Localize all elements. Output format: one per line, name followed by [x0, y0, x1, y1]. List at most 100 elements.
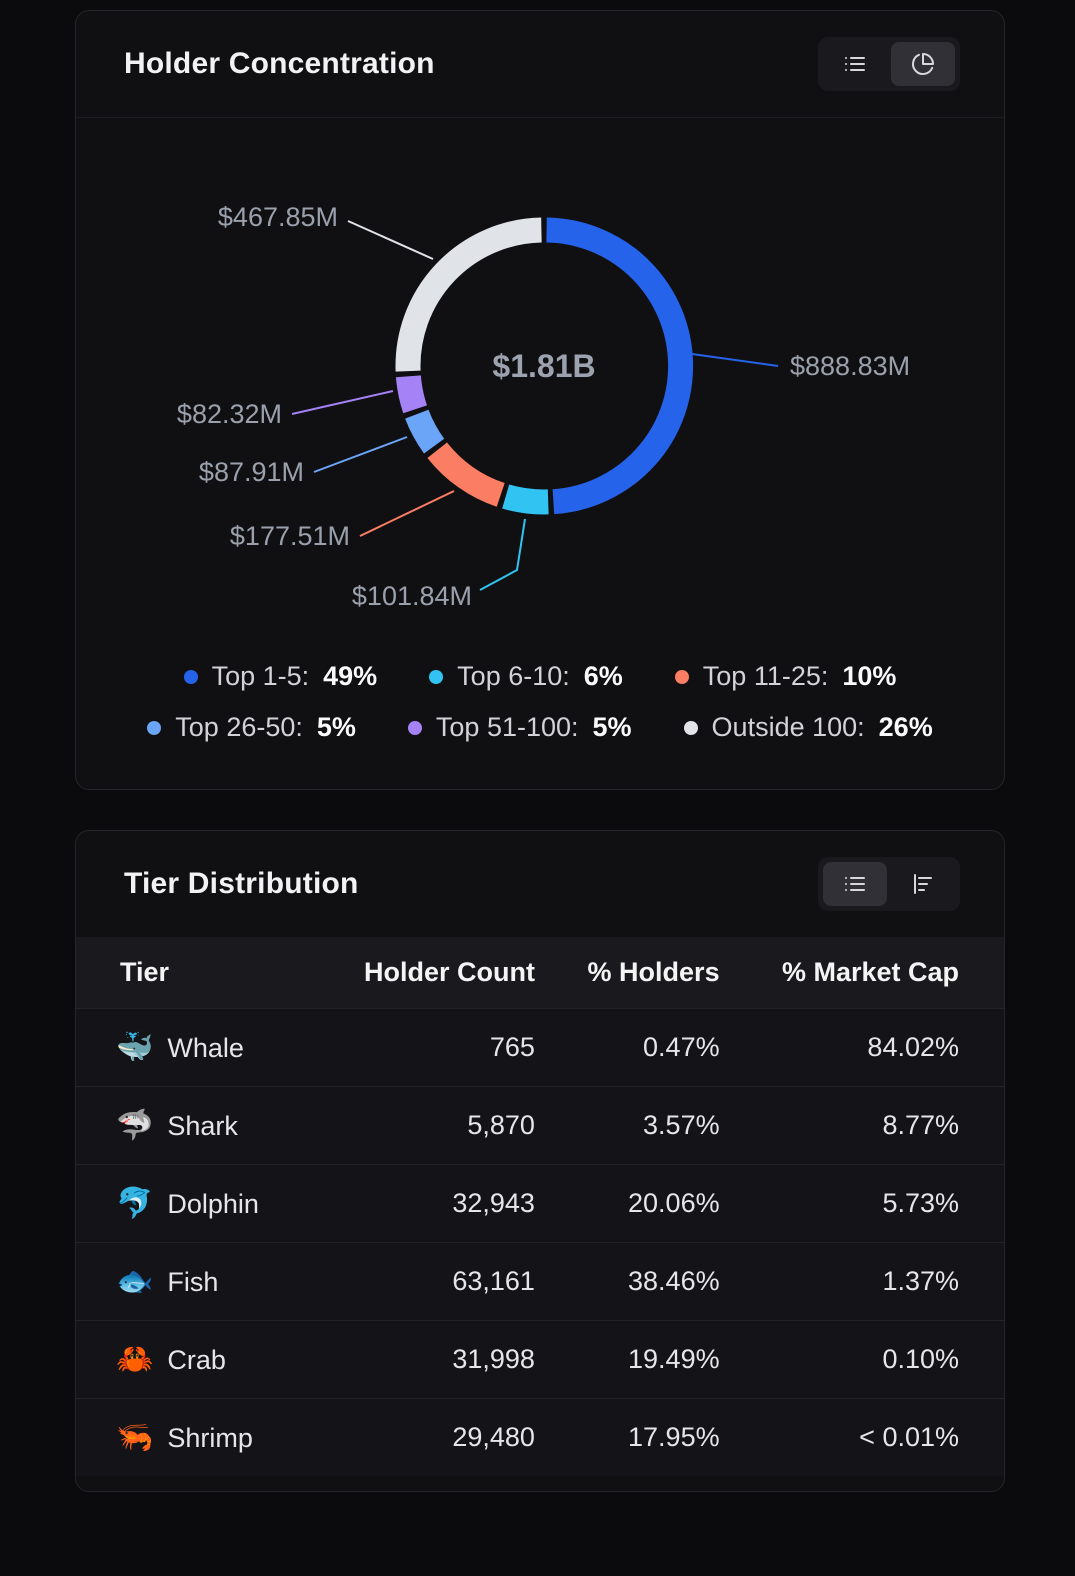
- pct-market-cap-cell: 1.37%: [719, 1242, 1004, 1321]
- legend-item-top-11-25[interactable]: Top 11-25: 10%: [674, 661, 897, 692]
- legend-item-top-26-50[interactable]: Top 26-50: 5%: [147, 712, 356, 743]
- pct-holders-cell: 38.46%: [534, 1242, 720, 1321]
- holder-count-cell: 32,943: [345, 1164, 535, 1243]
- list-icon: [845, 877, 865, 891]
- table-view-button[interactable]: [823, 862, 887, 906]
- tier-name: Shrimp: [167, 1423, 253, 1453]
- list-icon: [845, 57, 865, 71]
- donut-segment-top-1-5[interactable]: [546, 217, 694, 515]
- donut-segment-top-11-25[interactable]: [427, 442, 505, 507]
- legend-dot: [429, 669, 444, 684]
- tier-cell: 🐳 Whale: [76, 1008, 346, 1087]
- bar-chart-icon: [914, 874, 932, 894]
- table-header-row: Tier Holder Count % Holders % Market Cap: [76, 937, 1004, 1009]
- column-header-holder-count: Holder Count: [345, 937, 535, 1009]
- legend-value: 49%: [323, 661, 378, 691]
- table-row-whale: 🐳 Whale 765 0.47% 84.02%: [76, 1008, 1004, 1087]
- callout-value-top-6-10: $101.84M: [352, 581, 472, 611]
- tier-emoji: 🐳: [116, 1031, 154, 1064]
- legend-item-top-6-10[interactable]: Top 6-10: 6%: [429, 661, 623, 692]
- legend-dot: [183, 669, 198, 684]
- tier-distribution-header: Tier Distribution: [76, 831, 1004, 937]
- pct-holders-cell: 20.06%: [534, 1164, 720, 1243]
- tier-cell: 🐬 Dolphin: [76, 1164, 346, 1243]
- column-header-pct-market-cap: % Market Cap: [719, 937, 1004, 1009]
- holder-count-cell: 63,161: [345, 1242, 535, 1321]
- table-row-shrimp: 🦐 Shrimp 29,480 17.95% < 0.01%: [76, 1398, 1004, 1476]
- callout-line-top-51-100: [291, 390, 394, 415]
- tier-distribution-title: Tier Distribution: [124, 867, 359, 900]
- pct-holders-cell: 0.47%: [534, 1008, 720, 1087]
- callout-value-top-1-5: $888.83M: [790, 351, 910, 381]
- legend-item-top-51-100[interactable]: Top 51-100: 5%: [407, 712, 632, 743]
- donut-center-total: $1.81B: [492, 348, 595, 384]
- tier-emoji: 🐟: [116, 1265, 154, 1298]
- pct-market-cap-cell: < 0.01%: [719, 1398, 1004, 1476]
- pct-market-cap-cell: 0.10%: [719, 1320, 1004, 1399]
- pct-holders-cell: 3.57%: [534, 1086, 720, 1165]
- legend-value: 10%: [842, 661, 897, 691]
- donut-segment-top-26-50[interactable]: [405, 409, 445, 454]
- legend-label: Outside 100:: [711, 712, 865, 742]
- donut-segment-top-51-100[interactable]: [395, 374, 428, 414]
- legend-label: Top 26-50:: [175, 712, 303, 742]
- tier-cell: 🐟 Fish: [76, 1242, 346, 1321]
- column-header-tier: Tier: [76, 937, 346, 1009]
- tier-name: Crab: [167, 1345, 226, 1375]
- tier-emoji: 🐬: [116, 1187, 154, 1220]
- legend-item-outside-100[interactable]: Outside 100: 26%: [683, 712, 933, 743]
- donut-segment-top-6-10[interactable]: [502, 484, 549, 515]
- tier-name: Dolphin: [167, 1189, 259, 1219]
- legend-value: 26%: [878, 712, 933, 742]
- tier-cell: 🦈 Shark: [76, 1086, 346, 1165]
- callout-value-top-11-25: $177.51M: [230, 521, 350, 551]
- pct-market-cap-cell: 8.77%: [719, 1086, 1004, 1165]
- holder-concentration-card: Holder Concentration $888.83M $101.84M $17…: [75, 10, 1005, 790]
- legend-label: Top 51-100:: [435, 712, 579, 742]
- callout-line-top-1-5: [691, 353, 779, 367]
- tier-name: Fish: [167, 1267, 219, 1297]
- holder-concentration-title: Holder Concentration: [124, 47, 435, 80]
- legend-dot: [147, 720, 162, 735]
- callout-line-top-26-50: [313, 436, 408, 473]
- list-view-button[interactable]: [823, 42, 887, 86]
- table-row-shark: 🦈 Shark 5,870 3.57% 8.77%: [76, 1086, 1004, 1165]
- holder-concentration-header: Holder Concentration: [76, 11, 1004, 118]
- table-row-fish: 🐟 Fish 63,161 38.46% 1.37%: [76, 1242, 1004, 1321]
- pct-holders-cell: 19.49%: [534, 1320, 720, 1399]
- holder-count-cell: 31,998: [345, 1320, 535, 1399]
- tier-emoji: 🦈: [116, 1109, 154, 1142]
- legend-row: Top 1-5: 49% Top 6-10: 6% Top 11-25: 10%: [96, 661, 984, 692]
- pct-market-cap-cell: 5.73%: [719, 1164, 1004, 1243]
- legend-dot: [407, 720, 422, 735]
- tier-distribution-card: Tier Distribution Tier Holder C: [75, 830, 1005, 1492]
- pct-market-cap-cell: 84.02%: [719, 1008, 1004, 1087]
- legend-label: Top 6-10:: [457, 661, 570, 691]
- tier-cell: 🦀 Crab: [76, 1320, 346, 1399]
- legend-row: Top 26-50: 5% Top 51-100: 5% Outside 100: 26%: [96, 712, 984, 743]
- callout-value-outside-100: $467.85M: [218, 202, 338, 232]
- legend-value: 6%: [583, 661, 623, 691]
- legend-label: Top 11-25:: [702, 661, 829, 691]
- legend-label: Top 1-5:: [211, 661, 310, 691]
- legend-value: 5%: [316, 712, 356, 742]
- callout-value-top-51-100: $82.32M: [177, 399, 282, 429]
- pie-chart-icon: [912, 53, 934, 75]
- legend-dot: [683, 720, 698, 735]
- holder-donut-chart: $888.83M $101.84M$177.51M $87.91M $82.32M $4…: [177, 202, 910, 611]
- holder-count-cell: 765: [345, 1008, 535, 1087]
- donut-segment-outside-100[interactable]: [395, 217, 542, 372]
- table-row-crab: 🦀 Crab 31,998 19.49% 0.10%: [76, 1320, 1004, 1399]
- tier-table: Tier Holder Count % Holders % Market Cap…: [76, 937, 1004, 1476]
- legend-dot: [674, 669, 689, 684]
- legend-item-top-1-5[interactable]: Top 1-5: 49%: [183, 661, 378, 692]
- holder-count-cell: 29,480: [345, 1398, 535, 1476]
- callout-line-outside-100: [347, 220, 434, 260]
- bar-view-button[interactable]: [891, 862, 955, 906]
- column-header-pct-holders: % Holders: [534, 937, 720, 1009]
- legend-value: 5%: [592, 712, 632, 742]
- tier-cell: 🦐 Shrimp: [76, 1398, 346, 1476]
- table-row-dolphin: 🐬 Dolphin 32,943 20.06% 5.73%: [76, 1164, 1004, 1243]
- tier-emoji: 🦀: [116, 1343, 154, 1376]
- pie-view-button[interactable]: [891, 42, 955, 86]
